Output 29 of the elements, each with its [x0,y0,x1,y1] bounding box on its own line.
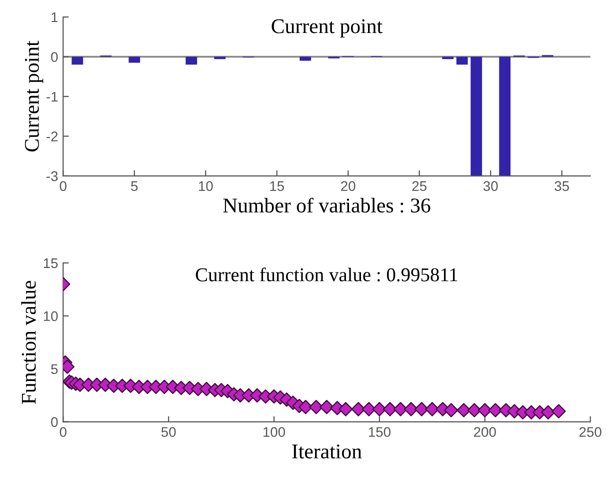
x-tick-label: 10 [198,181,213,191]
x-tick-label: 250 [579,427,602,437]
y-tick-label: 5 [51,364,58,374]
x-tick-label: 20 [341,181,356,191]
x-tick-label: 5 [131,181,138,191]
x-tick-label: 50 [161,427,176,437]
y-tick-label: 15 [44,258,58,268]
y-tick-label: 10 [44,311,58,322]
y-tick-label: 1 [52,12,58,22]
x-tick-label: 150 [368,427,390,437]
y-tick-label: -3 [46,171,58,182]
x-tick-label: 200 [474,427,496,437]
x-tick-label: 0 [60,181,66,191]
x-axis-title: Iteration [292,444,362,458]
x-tick-label: 30 [483,181,498,191]
y-tick-label: -1 [46,92,58,102]
x-tick-label: 0 [60,427,66,437]
x-axis-title: Number of variables : 36 [223,198,430,213]
x-tick-label: 15 [270,181,284,191]
y-tick-label: 0 [51,52,58,62]
y-tick-label: 0 [51,417,58,428]
chart-title: Current function value : 0.995811 [196,267,458,282]
y-axis-title: Current point [24,40,44,152]
x-tick-label: 25 [412,181,426,191]
x-tick-label: 100 [263,427,286,437]
x-tick-label: 35 [554,181,569,191]
chart-title: Current point [272,19,382,38]
y-axis-title: Function value [21,280,36,404]
y-tick-label: -2 [46,132,58,142]
